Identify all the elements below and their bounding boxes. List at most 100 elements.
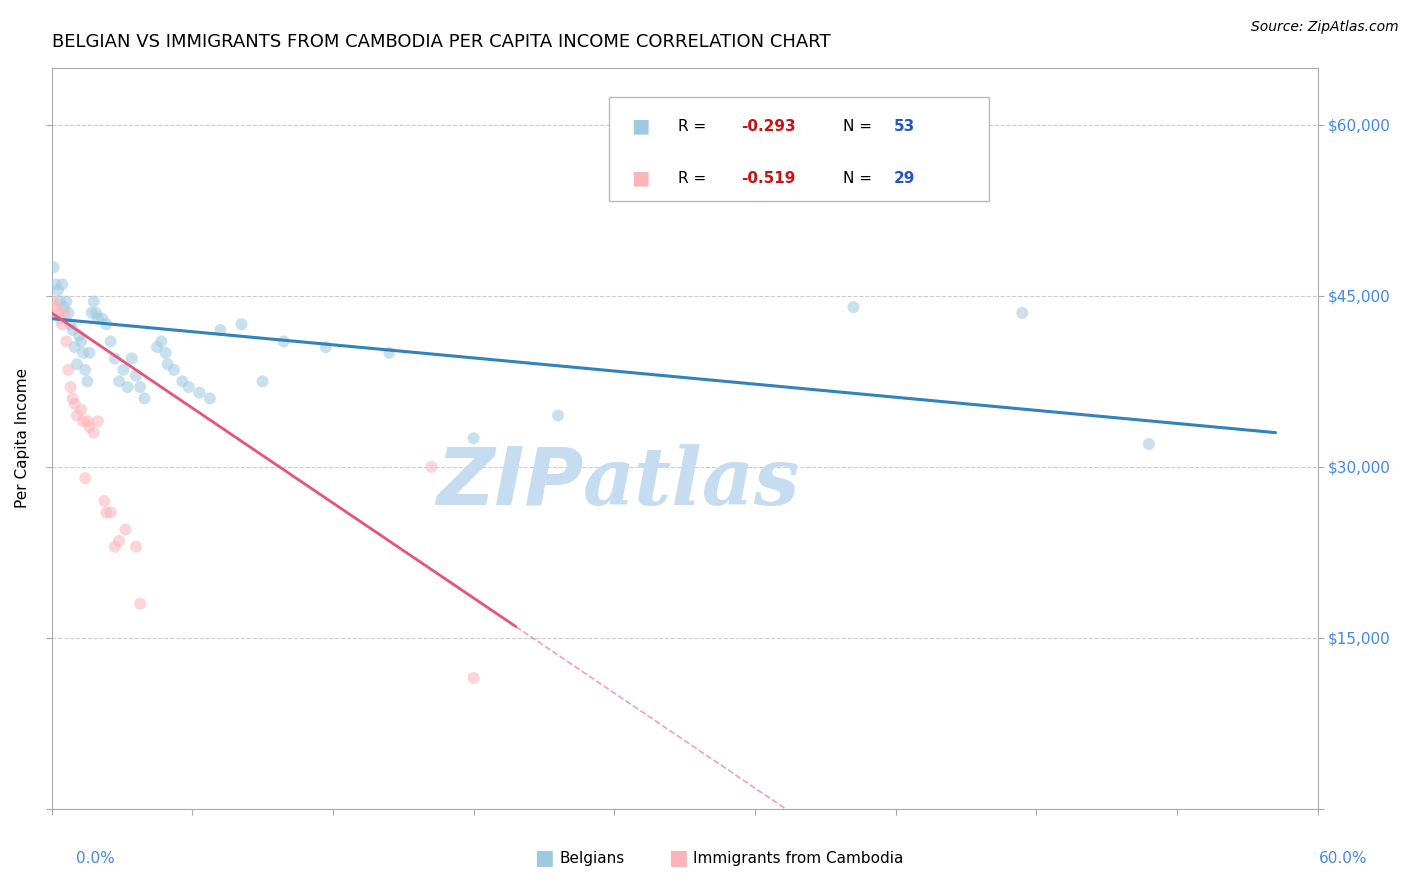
- Point: [46, 306, 69, 320]
- Point: [100, 334, 122, 349]
- Point: [63, 340, 86, 354]
- Point: [150, 334, 173, 349]
- Point: [79, 420, 101, 434]
- Point: [51, 277, 73, 292]
- Point: [53, 306, 76, 320]
- Point: [93, 494, 115, 508]
- Point: [96, 318, 118, 332]
- Point: [96, 506, 118, 520]
- Text: ■: ■: [668, 848, 688, 868]
- Point: [842, 300, 865, 314]
- Text: 60.0%: 60.0%: [1319, 851, 1367, 865]
- Point: [84, 306, 107, 320]
- Text: ■: ■: [534, 848, 554, 868]
- Point: [1011, 306, 1033, 320]
- Point: [129, 597, 152, 611]
- Point: [315, 340, 337, 354]
- Point: [87, 311, 110, 326]
- Point: [108, 533, 131, 548]
- Point: [91, 311, 114, 326]
- Text: atlas: atlas: [583, 444, 800, 522]
- Point: [104, 540, 127, 554]
- Text: N =: N =: [842, 170, 877, 186]
- Point: [42, 294, 65, 309]
- Point: [198, 392, 221, 406]
- Point: [108, 374, 131, 388]
- Point: [121, 351, 143, 366]
- Text: -0.293: -0.293: [741, 119, 796, 134]
- Point: [53, 300, 76, 314]
- Point: [66, 409, 89, 423]
- Text: BELGIAN VS IMMIGRANTS FROM CAMBODIA PER CAPITA INCOME CORRELATION CHART: BELGIAN VS IMMIGRANTS FROM CAMBODIA PER …: [52, 33, 830, 51]
- Point: [163, 363, 186, 377]
- Text: Immigrants from Cambodia: Immigrants from Cambodia: [693, 851, 904, 865]
- Point: [463, 431, 485, 445]
- Text: ZIP: ZIP: [436, 444, 583, 522]
- Text: 0.0%: 0.0%: [76, 851, 115, 865]
- Point: [156, 357, 179, 371]
- Point: [70, 334, 93, 349]
- Point: [134, 392, 156, 406]
- Point: [72, 346, 94, 360]
- Point: [55, 294, 77, 309]
- Point: [49, 311, 72, 326]
- Point: [129, 380, 152, 394]
- Point: [80, 306, 103, 320]
- Text: ■: ■: [631, 117, 650, 136]
- Point: [112, 363, 135, 377]
- Point: [146, 340, 169, 354]
- Text: Belgians: Belgians: [560, 851, 624, 865]
- Point: [378, 346, 401, 360]
- Point: [172, 374, 194, 388]
- Y-axis label: Per Capita Income: Per Capita Income: [15, 368, 30, 508]
- Point: [76, 414, 98, 428]
- Point: [231, 318, 253, 332]
- Point: [46, 283, 69, 297]
- Point: [125, 368, 148, 383]
- Point: [252, 374, 274, 388]
- Point: [70, 402, 93, 417]
- Point: [83, 425, 105, 440]
- Point: [114, 523, 136, 537]
- Point: [42, 260, 65, 275]
- Text: 29: 29: [894, 170, 915, 186]
- Text: Source: ZipAtlas.com: Source: ZipAtlas.com: [1251, 20, 1399, 34]
- Point: [45, 300, 67, 314]
- Text: -0.519: -0.519: [741, 170, 796, 186]
- Point: [177, 380, 200, 394]
- Point: [72, 414, 94, 428]
- Point: [59, 380, 82, 394]
- FancyBboxPatch shape: [609, 97, 988, 201]
- Point: [58, 306, 80, 320]
- Point: [76, 374, 98, 388]
- Point: [100, 506, 122, 520]
- Point: [62, 323, 84, 337]
- Point: [420, 459, 443, 474]
- Point: [83, 294, 105, 309]
- Text: R =: R =: [678, 119, 711, 134]
- Point: [273, 334, 295, 349]
- Point: [87, 414, 110, 428]
- Text: R =: R =: [678, 170, 711, 186]
- Point: [51, 318, 73, 332]
- Point: [59, 318, 82, 332]
- Point: [155, 346, 177, 360]
- Point: [45, 277, 67, 292]
- Point: [75, 471, 97, 485]
- Point: [66, 357, 89, 371]
- Point: [49, 294, 72, 309]
- Point: [1137, 437, 1160, 451]
- Point: [463, 671, 485, 685]
- Point: [125, 540, 148, 554]
- Text: ■: ■: [631, 169, 650, 188]
- Point: [63, 397, 86, 411]
- Point: [55, 334, 77, 349]
- Point: [67, 328, 90, 343]
- Point: [104, 351, 127, 366]
- Point: [209, 323, 232, 337]
- Point: [58, 363, 80, 377]
- Text: N =: N =: [842, 119, 877, 134]
- Point: [117, 380, 139, 394]
- Point: [547, 409, 569, 423]
- Point: [79, 346, 101, 360]
